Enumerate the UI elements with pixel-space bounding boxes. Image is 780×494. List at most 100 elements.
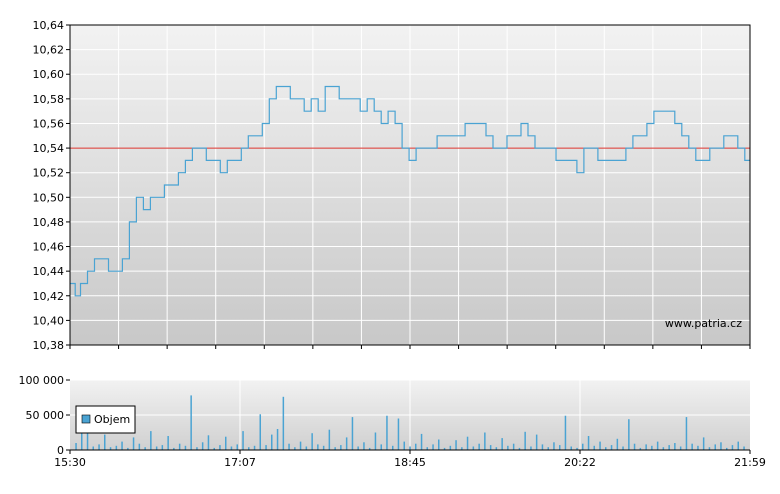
volume-x-tick-label: 17:07 xyxy=(224,456,256,469)
volume-x-tick-label: 18:45 xyxy=(394,456,426,469)
volume-bar xyxy=(605,447,607,450)
price-x-tick-marks xyxy=(69,345,751,349)
volume-y-tick-labels: 100 000 50 000 0 xyxy=(19,374,70,457)
volume-bar xyxy=(109,447,112,450)
volume-grid xyxy=(70,379,750,450)
volume-bar xyxy=(150,431,152,450)
volume-bar xyxy=(98,444,100,450)
volume-bar xyxy=(386,415,388,450)
volume-bar xyxy=(173,447,175,450)
volume-bar xyxy=(294,447,296,450)
volume-bar xyxy=(472,446,475,450)
volume-bar xyxy=(184,445,187,450)
volume-bar xyxy=(178,443,181,450)
volume-bar xyxy=(708,447,711,450)
volume-bar xyxy=(368,447,371,450)
volume-bar xyxy=(380,444,382,450)
volume-bar xyxy=(484,432,486,450)
volume-bar xyxy=(265,445,267,450)
volume-bar xyxy=(639,447,642,450)
volume-bar xyxy=(317,444,319,450)
volume-bar xyxy=(132,437,135,450)
price-y-tick-label: 10,58 xyxy=(33,93,65,106)
price-y-tick-label: 10,40 xyxy=(33,314,65,327)
volume-x-tick-labels: 15:30 17:07 18:45 20:22 21:59 xyxy=(54,450,766,469)
volume-bar xyxy=(397,418,400,450)
volume-bar xyxy=(714,444,716,450)
volume-bar xyxy=(610,445,613,450)
volume-bar xyxy=(225,436,227,450)
volume-bar xyxy=(138,443,141,450)
volume-y-tick-label: 50 000 xyxy=(26,409,65,422)
volume-bar xyxy=(328,429,331,450)
volume-bar xyxy=(461,447,463,450)
price-y-tick-label: 10,46 xyxy=(33,241,65,254)
volume-bar xyxy=(92,446,94,450)
volume-bars xyxy=(75,395,745,450)
price-y-tick-label: 10,48 xyxy=(33,216,65,229)
volume-bar xyxy=(679,446,682,450)
volume-bar xyxy=(230,446,233,450)
volume-bar xyxy=(259,414,261,450)
volume-bar xyxy=(121,441,123,450)
legend-swatch xyxy=(81,414,91,424)
volume-bar xyxy=(207,435,210,450)
volume-bar xyxy=(455,440,457,450)
volume-bar xyxy=(81,428,83,450)
volume-bar xyxy=(299,441,302,450)
price-y-tick-label: 10,62 xyxy=(33,44,65,57)
volume-bar xyxy=(593,445,595,450)
volume-bar xyxy=(443,447,446,450)
volume-bar xyxy=(144,447,146,450)
volume-bar xyxy=(305,446,308,450)
volume-bar xyxy=(697,445,699,450)
volume-bar xyxy=(357,446,359,450)
volume-y-tick-label: 0 xyxy=(57,444,64,457)
volume-bar xyxy=(409,446,411,450)
volume-bar xyxy=(167,436,169,450)
volume-bar xyxy=(553,442,555,450)
volume-bar xyxy=(737,441,739,450)
volume-bar xyxy=(248,447,250,450)
volume-bar xyxy=(403,441,405,450)
volume-bar xyxy=(311,433,313,450)
volume-bar xyxy=(582,443,584,450)
volume-x-tick-label: 15:30 xyxy=(54,456,86,469)
volume-bar xyxy=(662,447,665,450)
volume-bar xyxy=(720,442,722,450)
volume-bar xyxy=(702,437,705,450)
volume-bar xyxy=(219,445,221,450)
price-y-tick-label: 10,64 xyxy=(33,19,65,32)
price-y-tick-labels: 10,64 10,62 10,60 10,58 10,56 10,54 10,52 10,50… xyxy=(33,19,70,352)
volume-bar xyxy=(576,447,578,450)
volume-bar xyxy=(547,447,549,450)
volume-bar xyxy=(674,443,676,450)
volume-bar xyxy=(518,447,521,450)
price-y-tick-label: 10,60 xyxy=(33,68,65,81)
volume-bar xyxy=(535,434,538,450)
volume-bar xyxy=(645,444,647,450)
volume-bar xyxy=(345,437,348,450)
volume-bar xyxy=(656,441,659,450)
watermark: www.patria.cz xyxy=(665,317,742,330)
volume-bar xyxy=(322,445,325,450)
volume-bar xyxy=(726,447,728,450)
volume-bar xyxy=(599,441,601,450)
volume-bar xyxy=(420,433,423,450)
price-y-tick-label: 10,38 xyxy=(33,339,65,352)
volume-bar xyxy=(530,446,532,450)
legend-label: Objem xyxy=(94,413,130,426)
volume-bar xyxy=(489,445,492,450)
volume-bar xyxy=(104,434,106,450)
volume-bar xyxy=(351,417,354,450)
volume-bar xyxy=(731,445,734,450)
volume-bar xyxy=(628,419,630,450)
volume-bar xyxy=(201,442,204,450)
volume-bar xyxy=(495,447,498,450)
volume-bar xyxy=(334,447,336,450)
volume-bar xyxy=(75,443,77,450)
volume-bar xyxy=(570,446,572,450)
price-y-tick-label: 10,56 xyxy=(33,117,65,130)
volume-bar xyxy=(282,396,285,450)
volume-x-tick-label: 21:59 xyxy=(734,456,766,469)
